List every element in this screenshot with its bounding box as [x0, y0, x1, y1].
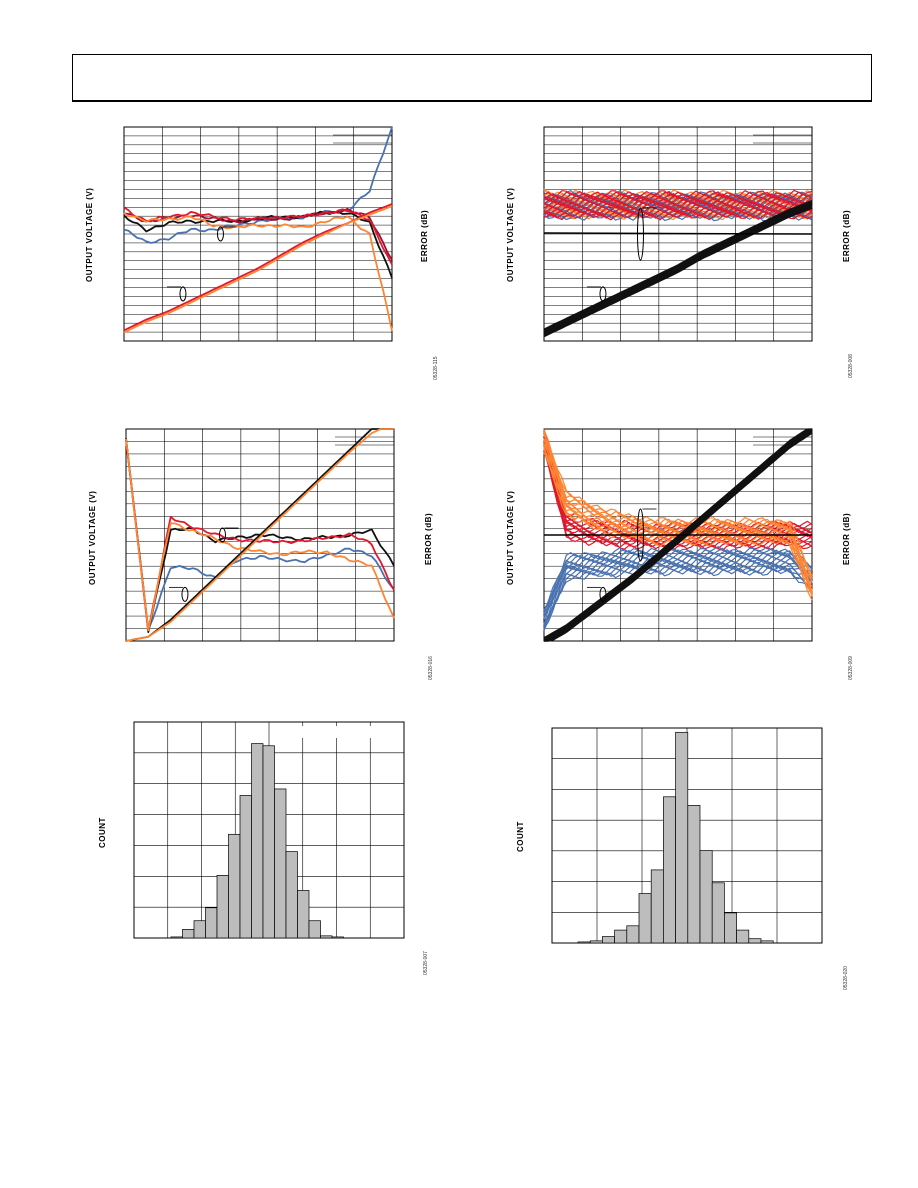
histogram-bar — [736, 929, 750, 944]
chart-svg-3 — [125, 428, 395, 642]
series-line — [543, 429, 813, 576]
page-header-frame — [72, 54, 872, 102]
histogram-bar — [602, 936, 615, 944]
series-line — [543, 189, 813, 199]
chart-svg-1 — [123, 126, 393, 342]
y-axis-label: COUNT — [516, 821, 525, 852]
histogram-bar — [614, 929, 628, 944]
histogram-panel-1: COUNT 05328-007 — [0, 0, 459, 1000]
series-line — [125, 439, 395, 631]
series-line — [125, 428, 394, 642]
series-line — [544, 431, 813, 642]
histogram-svg-1 — [133, 721, 405, 939]
series-line — [543, 551, 813, 615]
series-line — [123, 205, 393, 334]
series-line — [543, 205, 813, 335]
chart-panel-3: OUTPUT VOLTAGE (V) ERROR (dB) 05328-016 — [0, 0, 459, 700]
histogram-bar — [663, 796, 676, 944]
series-line — [543, 554, 813, 617]
histogram-bar — [308, 920, 321, 939]
annotation-ellipse — [599, 586, 607, 602]
series-line — [543, 205, 813, 214]
histogram-panel-2: COUNT 05328-020 — [516, 727, 849, 990]
chart-svg-2 — [543, 126, 813, 342]
figure-id: 05328-020 — [843, 966, 849, 990]
histogram-bar — [724, 912, 737, 944]
series-line — [543, 208, 813, 217]
series-line — [125, 428, 394, 642]
histogram-bar — [638, 893, 652, 944]
histogram-bar — [711, 882, 725, 944]
histogram-bar — [760, 940, 774, 944]
annotation-ellipse — [181, 586, 189, 602]
series-line — [543, 200, 813, 331]
series-line — [543, 428, 813, 640]
series-line — [543, 200, 813, 330]
annotation-ellipse — [216, 226, 224, 242]
series-line — [543, 206, 813, 337]
series-line — [125, 438, 395, 632]
annotation-ellipse — [218, 527, 226, 543]
reference-line — [543, 232, 813, 235]
series-line — [125, 440, 395, 632]
chart-panel-2: OUTPUT VOLTAGE (V) ERROR (dB) 05328-008 — [0, 0, 918, 400]
series-line — [543, 434, 813, 579]
series-line — [543, 428, 813, 641]
histogram-bar — [297, 890, 310, 939]
series-line — [543, 428, 813, 642]
series-line — [543, 191, 813, 200]
series-line — [543, 201, 813, 332]
series-line — [543, 202, 813, 333]
series-line — [543, 206, 813, 336]
series-line — [543, 207, 813, 338]
histogram-bar — [699, 850, 713, 944]
histogram-bar — [650, 869, 664, 944]
chart-svg-4 — [543, 428, 813, 642]
chart-panel-1: OUTPUT VOLTAGE (V) ERROR (dB) 05328-115 — [0, 0, 459, 400]
series-line — [543, 201, 813, 211]
series-line — [544, 431, 813, 642]
annotation-ellipse — [179, 286, 187, 302]
series-line — [543, 429, 813, 642]
annotation-ellipse — [599, 286, 607, 302]
histogram-bar — [331, 936, 344, 939]
series-line — [543, 558, 813, 625]
series-line — [544, 432, 813, 642]
series-line — [543, 430, 813, 642]
histogram-bar — [687, 805, 701, 944]
series-line — [123, 212, 393, 332]
series-line — [543, 549, 813, 611]
histogram-svg-2 — [551, 727, 823, 944]
histogram-bar — [589, 940, 603, 944]
series-line — [543, 204, 813, 334]
histogram-bar — [577, 941, 591, 944]
series-line — [543, 438, 813, 592]
histogram-bar — [675, 731, 689, 944]
series-line — [543, 545, 813, 614]
histogram-bar — [626, 925, 640, 944]
series-line — [543, 428, 812, 639]
series-line — [543, 563, 813, 625]
series-line — [543, 428, 813, 640]
legend-box — [296, 726, 402, 738]
chart-panel-4: OUTPUT VOLTAGE (V) ERROR (dB) 05328-009 — [506, 428, 854, 680]
series-line — [543, 203, 813, 333]
histogram-bar — [748, 938, 762, 944]
